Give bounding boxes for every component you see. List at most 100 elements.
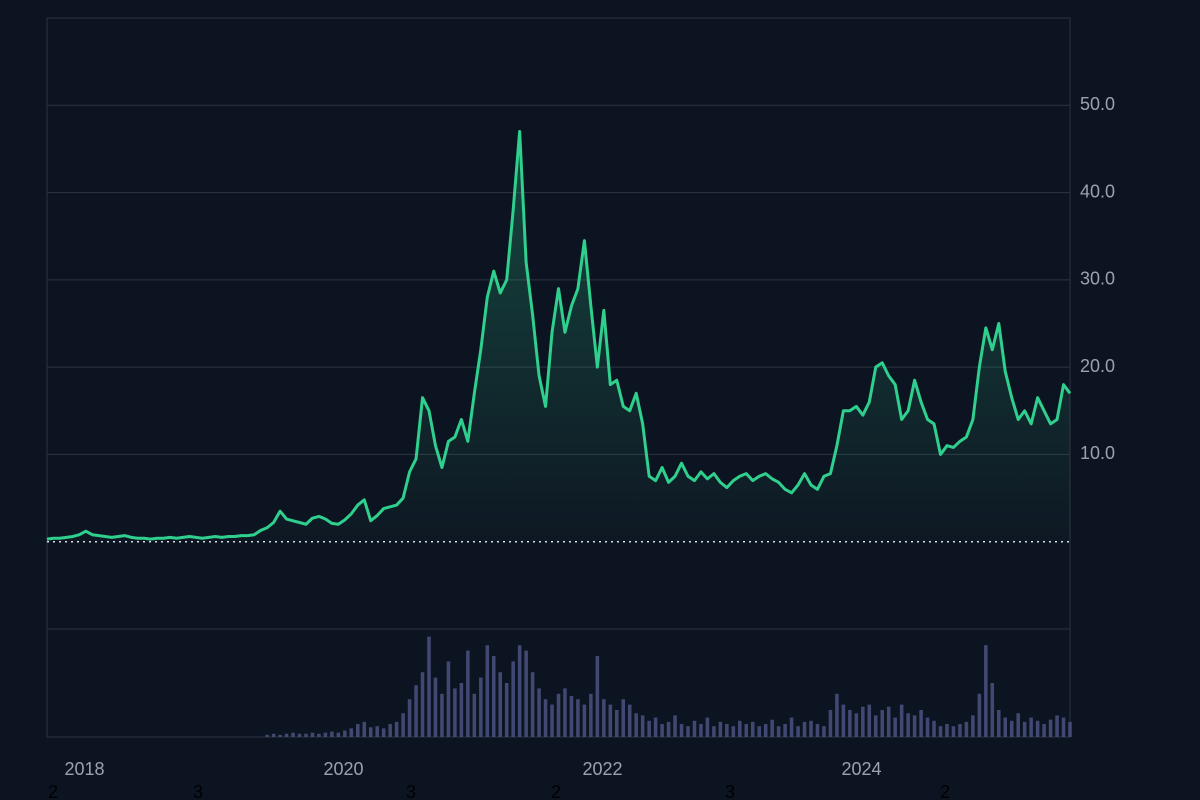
bottom-label: 3	[725, 782, 735, 800]
volume-bar	[330, 731, 334, 737]
volume-bar	[602, 699, 606, 737]
volume-bar	[835, 693, 839, 737]
volume-bar	[873, 715, 878, 737]
volume-bar	[763, 724, 768, 737]
volume-bar	[459, 683, 464, 737]
volume-bar	[543, 699, 548, 737]
volume-bar	[381, 728, 386, 737]
price-line	[46, 129, 1072, 541]
volume-bar	[647, 720, 651, 737]
volume-bar	[776, 726, 781, 737]
volume-bar	[271, 733, 276, 737]
y-tick-label: 40.0	[1080, 181, 1115, 201]
y-tick-label: 20.0	[1080, 356, 1115, 376]
volume-bar	[472, 693, 477, 737]
volume-bar	[278, 734, 282, 737]
x-tick-label: 2024	[841, 759, 881, 779]
volume-bar	[310, 732, 315, 737]
volume-bar	[608, 704, 613, 737]
volume-bar	[919, 710, 923, 737]
volume-bar	[563, 688, 567, 737]
volume-bar	[997, 710, 1001, 737]
volume-bar	[530, 672, 535, 737]
volume-bar	[750, 721, 755, 737]
volume-bar	[712, 726, 716, 737]
y-tick-label: 10.0	[1080, 443, 1115, 463]
volume-bar	[686, 726, 690, 737]
volume-bar	[1055, 715, 1059, 737]
volume-bar	[984, 645, 988, 737]
volume-bar	[699, 724, 703, 737]
volume-bar	[893, 717, 897, 737]
volume-bar	[1009, 720, 1014, 737]
volume-bar	[621, 699, 626, 737]
volume-bar	[401, 713, 405, 737]
volume-bar	[906, 713, 910, 737]
volume-bar	[504, 683, 509, 737]
volume-bar	[802, 721, 807, 737]
volume-bar	[627, 704, 632, 737]
volume-bar	[932, 720, 936, 737]
volume-bar	[356, 724, 360, 737]
volume-bar	[731, 726, 736, 737]
volume-bar	[789, 717, 794, 737]
volume-bar	[990, 683, 995, 737]
volume-bar	[971, 715, 975, 737]
volume-bar	[537, 688, 541, 737]
volume-bar	[414, 685, 418, 737]
volume-bar	[1035, 720, 1040, 737]
volume-bar	[343, 730, 347, 737]
volume-bar	[479, 677, 483, 737]
volume-bar	[569, 695, 574, 737]
x-tick-label: 2018	[65, 759, 105, 779]
volume-bar	[317, 733, 321, 737]
volume-bar	[349, 728, 354, 737]
volume-bar	[453, 688, 457, 737]
volume-bar	[576, 699, 580, 737]
volume-bar	[517, 645, 522, 737]
bottom-label: 3	[193, 782, 203, 800]
volume-bar	[1048, 719, 1053, 737]
volume-bar	[964, 721, 969, 737]
volume-bar	[880, 710, 885, 737]
volume-bar	[368, 727, 373, 737]
volume-bar	[466, 650, 470, 737]
volume-bar	[1068, 721, 1072, 737]
volume-bar	[912, 715, 917, 737]
volume-bar	[427, 636, 431, 737]
volume-bar	[556, 693, 561, 737]
volume-bar	[362, 721, 367, 737]
x-tick-label: 2022	[583, 759, 623, 779]
volume-bar	[511, 661, 515, 737]
volume-bar	[407, 699, 412, 737]
volume-bar	[388, 724, 392, 737]
volume-bar	[938, 726, 943, 737]
volume-bar	[524, 650, 528, 737]
volume-bar	[977, 693, 982, 737]
volume-bar	[297, 733, 302, 737]
volume-bar	[861, 706, 865, 737]
volume-bar	[1016, 713, 1020, 737]
volume-bar	[854, 713, 859, 737]
volume-bar	[945, 724, 949, 737]
volume-bar	[375, 726, 379, 737]
volume-bar	[323, 732, 328, 737]
volume-bar	[718, 721, 723, 737]
price-area	[47, 131, 1070, 542]
volume-bar	[886, 706, 891, 737]
bottom-label: 2	[48, 782, 58, 800]
volume-bar	[640, 715, 645, 737]
volume-bar	[498, 672, 502, 737]
bottom-label: 2	[940, 782, 950, 800]
volume-bar	[1029, 717, 1033, 737]
volume-bar	[433, 677, 438, 737]
volume-bar	[1022, 721, 1027, 737]
volume-bar	[265, 734, 269, 737]
volume-bar	[1061, 717, 1066, 737]
volume-bar	[673, 715, 677, 737]
volume-bar	[589, 693, 593, 737]
volume-bar	[660, 724, 664, 737]
volume-bar	[692, 720, 697, 737]
